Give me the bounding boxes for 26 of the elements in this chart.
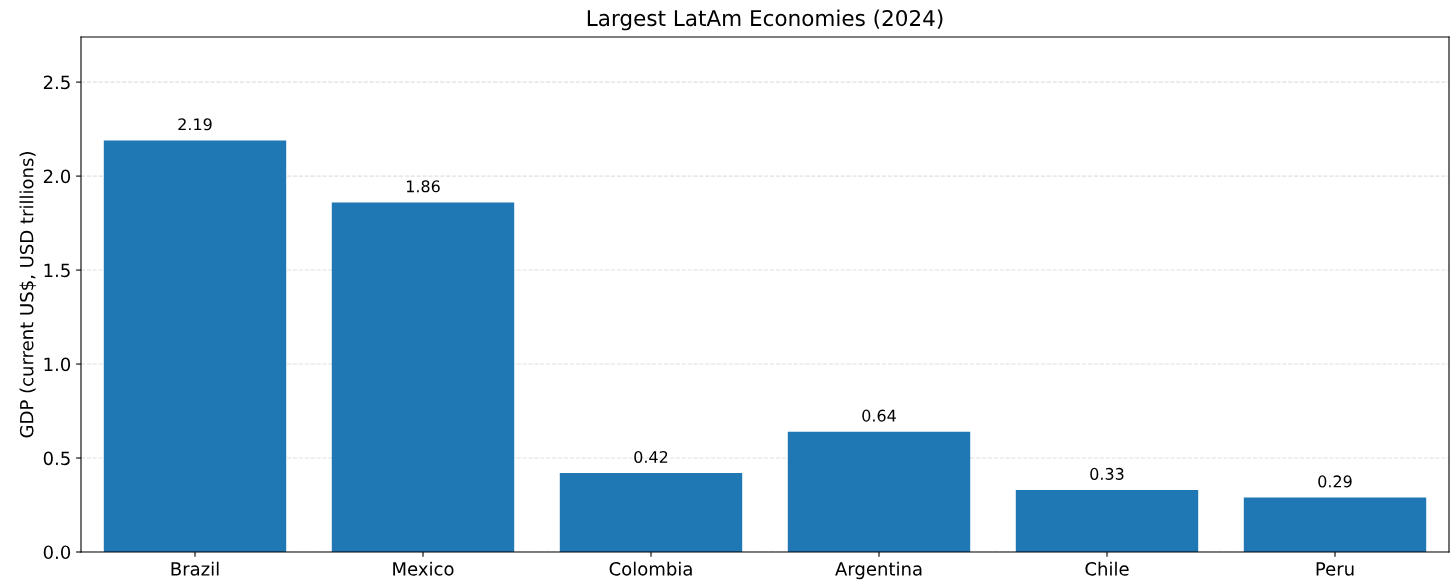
y-tick-label: 1.5	[44, 263, 70, 278]
x-tick-label: Peru	[1316, 562, 1354, 576]
data-label: 0.33	[1090, 467, 1124, 480]
y-tick-label: 2.0	[43, 169, 71, 184]
x-tick-label: Mexico	[393, 561, 454, 576]
bar	[331, 202, 515, 552]
bar	[103, 140, 287, 552]
data-label: 0.29	[1318, 475, 1352, 488]
bar	[787, 431, 971, 552]
x-tick-label: Argentina	[835, 561, 922, 580]
bar	[1243, 497, 1427, 552]
bar	[559, 473, 743, 552]
x-tick-label: Colombia	[609, 561, 692, 576]
data-label: 2.19	[178, 118, 212, 131]
data-label: 0.42	[634, 450, 668, 464]
y-tick-label: 0.0	[43, 545, 71, 560]
x-tick-label: Chile	[1085, 561, 1129, 576]
data-label: 0.64	[862, 409, 896, 422]
y-tick-label: 1.0	[44, 357, 71, 372]
y-tick-label: 2.5	[43, 75, 70, 90]
chart-title: Largest LatAm Economies (2024)	[587, 9, 943, 31]
bar	[1015, 489, 1199, 552]
data-label: 1.86	[406, 180, 440, 193]
y-tick-label: 0.5	[43, 451, 70, 466]
y-axis-title: GDP (current US$, USD trillions)	[19, 152, 36, 438]
x-tick-label: Brazil	[171, 561, 219, 576]
